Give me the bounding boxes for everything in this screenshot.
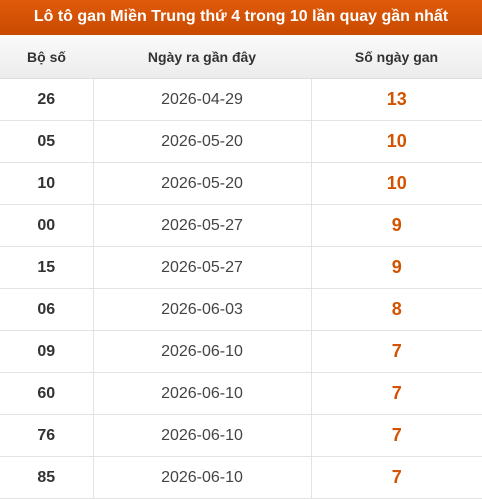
gan-table: Bộ số Ngày ra gần đây Số ngày gan 26 2026-0… xyxy=(0,35,482,499)
gan-days: 8 xyxy=(310,288,482,331)
column-header: Bộ số xyxy=(0,35,93,79)
last-date: 2026-06-10 xyxy=(92,330,311,373)
last-date: 2026-05-27 xyxy=(92,204,311,247)
gan-days: 9 xyxy=(310,246,482,289)
table-row: 05 2026-05-20 10 xyxy=(0,120,482,163)
last-date: 2026-06-03 xyxy=(92,288,311,331)
gan-days: 7 xyxy=(310,330,482,373)
column-header: Số ngày gan xyxy=(311,35,482,79)
lottery-number: 60 xyxy=(0,372,93,415)
gan-days: 9 xyxy=(310,204,482,247)
table-row: 60 2026-06-10 7 xyxy=(0,372,482,415)
lottery-number: 09 xyxy=(0,330,93,373)
gan-days: 10 xyxy=(310,162,482,205)
column-header: Ngày ra gần đây xyxy=(93,35,311,79)
table-row: 15 2026-05-27 9 xyxy=(0,246,482,289)
lottery-number: 15 xyxy=(0,246,93,289)
lottery-number: 05 xyxy=(0,120,93,163)
table-title: Lô tô gan Miền Trung thứ 4 trong 10 lần … xyxy=(0,0,482,35)
gan-days: 7 xyxy=(310,456,482,499)
table-row: 09 2026-06-10 7 xyxy=(0,330,482,373)
gan-days: 7 xyxy=(310,372,482,415)
gan-days: 13 xyxy=(310,78,482,121)
last-date: 2026-04-29 xyxy=(92,78,311,121)
last-date: 2026-05-20 xyxy=(92,120,311,163)
lottery-number: 00 xyxy=(0,204,93,247)
table-row: 00 2026-05-27 9 xyxy=(0,204,482,247)
table-row: 06 2026-06-03 8 xyxy=(0,288,482,331)
lottery-number: 26 xyxy=(0,78,93,121)
lottery-number: 76 xyxy=(0,414,93,457)
last-date: 2026-05-27 xyxy=(92,246,311,289)
last-date: 2026-06-10 xyxy=(92,372,311,415)
gan-days: 10 xyxy=(310,120,482,163)
gan-days: 7 xyxy=(310,414,482,457)
last-date: 2026-05-20 xyxy=(92,162,311,205)
lottery-number: 85 xyxy=(0,456,93,499)
lottery-number: 10 xyxy=(0,162,93,205)
last-date: 2026-06-10 xyxy=(92,456,311,499)
table-body: 26 2026-04-29 13 05 2026-05-20 10 10 2026-05-20… xyxy=(0,78,482,499)
table-row: 10 2026-05-20 10 xyxy=(0,162,482,205)
table-row: 85 2026-06-10 7 xyxy=(0,456,482,499)
header-row: Bộ số Ngày ra gần đây Số ngày gan xyxy=(0,35,482,79)
last-date: 2026-06-10 xyxy=(92,414,311,457)
lottery-number: 06 xyxy=(0,288,93,331)
table-row: 26 2026-04-29 13 xyxy=(0,78,482,121)
table-row: 76 2026-06-10 7 xyxy=(0,414,482,457)
